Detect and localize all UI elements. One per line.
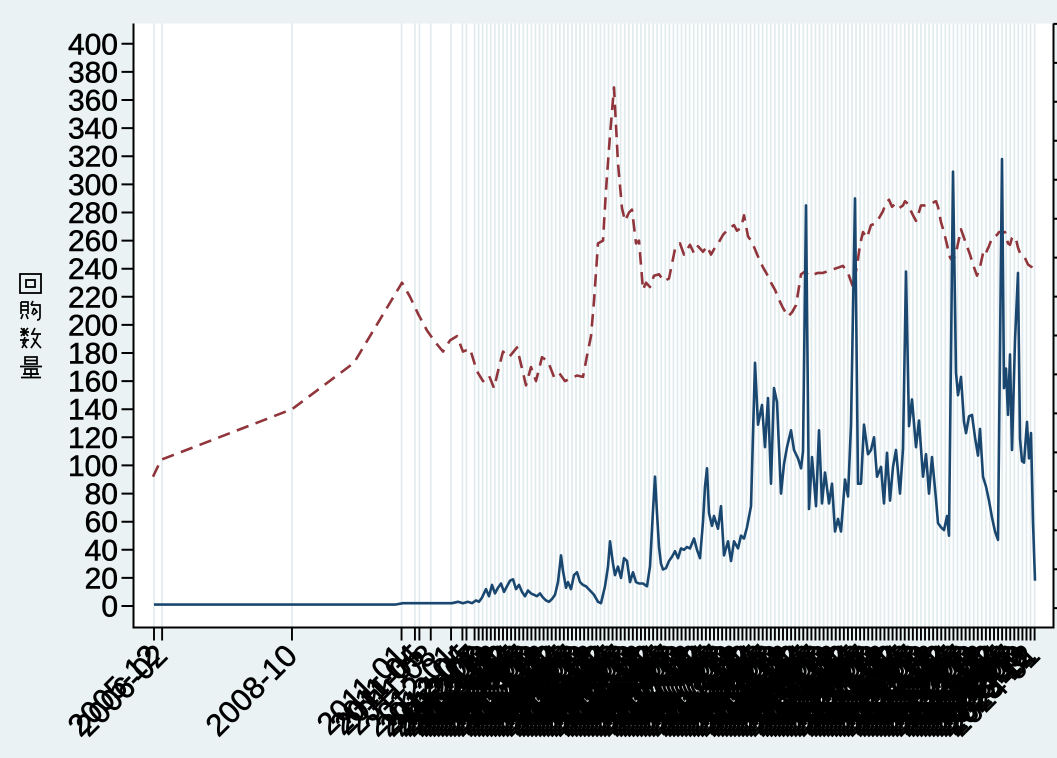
svg-text:60: 60 [85, 506, 118, 539]
svg-text:380: 380 [68, 56, 118, 89]
svg-text:320: 320 [68, 141, 118, 174]
svg-text:260: 260 [68, 225, 118, 258]
svg-text:40: 40 [85, 534, 118, 567]
svg-text:0: 0 [101, 591, 118, 624]
svg-text:120: 120 [68, 422, 118, 455]
svg-text:160: 160 [68, 366, 118, 399]
svg-text:400: 400 [68, 28, 118, 61]
svg-text:80: 80 [85, 478, 118, 511]
svg-text:340: 340 [68, 113, 118, 146]
svg-text:100: 100 [68, 450, 118, 483]
svg-text:200: 200 [68, 309, 118, 342]
svg-text:360: 360 [68, 85, 118, 118]
svg-text:220: 220 [68, 281, 118, 314]
svg-text:280: 280 [68, 197, 118, 230]
svg-text:20: 20 [85, 562, 118, 595]
svg-text:140: 140 [68, 394, 118, 427]
svg-text:300: 300 [68, 169, 118, 202]
svg-text:240: 240 [68, 253, 118, 286]
svg-text:180: 180 [68, 338, 118, 371]
